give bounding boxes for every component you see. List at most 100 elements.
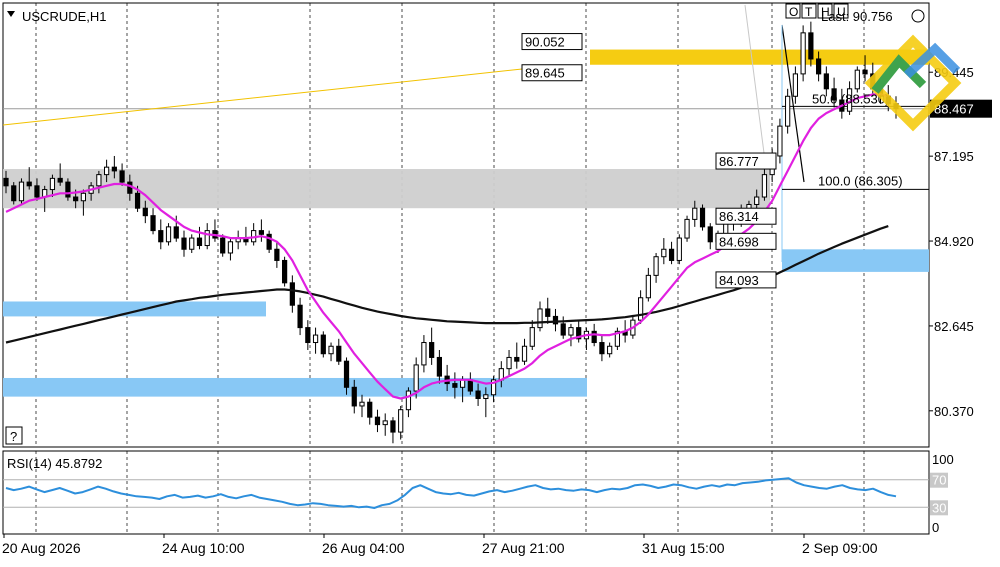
candle-body — [297, 304, 303, 329]
candle-body — [196, 237, 203, 247]
candle-body — [800, 32, 806, 75]
candle-body — [165, 226, 172, 243]
candle-body — [367, 401, 373, 418]
candle-body — [777, 125, 783, 157]
diamond-logo-icon — [864, 34, 962, 132]
candle-body — [134, 192, 141, 209]
candle-body — [436, 356, 443, 377]
candle-body — [545, 308, 551, 317]
current-price-label: 88.467 — [934, 102, 974, 117]
candle-body — [514, 356, 520, 362]
current-price-tag — [930, 99, 992, 118]
zone-labels: 90.052 89.645 86.777 86.314 84.698 84.093 — [521, 33, 777, 289]
zone-gray-1[interactable] — [3, 169, 770, 209]
candle-body — [792, 73, 799, 97]
rsi-line[interactable] — [5, 477, 897, 509]
price-tick-label: 82.645 — [934, 319, 974, 334]
rsi-indicator: RSI(14) 45.8792 100 70 30 0 — [3, 452, 954, 535]
rsi-level-tag — [930, 500, 948, 516]
candle-body — [305, 327, 311, 344]
candle-body — [65, 181, 71, 198]
last-price-icon[interactable] — [911, 9, 925, 23]
help-button[interactable] — [5, 426, 23, 445]
trend-line[interactable] — [2, 68, 523, 126]
candle-body — [374, 416, 381, 426]
candle-body — [119, 170, 125, 183]
rsi-label: RSI(14) 45.8792 — [7, 456, 102, 471]
zone-blue-2[interactable] — [782, 249, 929, 272]
candle-body — [73, 196, 79, 202]
candle-body — [785, 95, 791, 127]
candle-body — [490, 379, 497, 396]
candle-body — [49, 177, 56, 191]
candle-body — [862, 69, 868, 75]
zone-blue-3[interactable] — [3, 301, 266, 317]
zone-label-box — [521, 33, 583, 51]
candle-body — [475, 390, 481, 399]
rsi-tick-label: 70 — [932, 473, 946, 488]
candle-body — [390, 420, 396, 433]
price-tick-label: 80.370 — [934, 404, 974, 419]
time-tick-label: 20 Aug 2026 — [2, 540, 81, 556]
candle-body — [359, 401, 365, 407]
candle-body — [692, 207, 698, 220]
candle-body — [281, 259, 288, 284]
zone-blue-4[interactable] — [3, 377, 587, 397]
candle-body — [11, 185, 17, 202]
zone-label-box — [521, 64, 583, 82]
candle-body — [173, 226, 179, 239]
trend-line-layer — [2, 68, 523, 126]
candle-body — [26, 181, 32, 187]
rsi-level-tag — [930, 472, 948, 488]
rsi-tick-label: 100 — [932, 452, 954, 467]
toolbar-button-label: U — [837, 5, 846, 19]
candle-body — [754, 196, 760, 205]
candle-body — [761, 174, 768, 198]
candle-body — [591, 330, 597, 344]
candle-body — [142, 207, 148, 217]
candle-body — [459, 379, 466, 388]
rsi-tick-label: 0 — [932, 520, 939, 535]
candle-body — [645, 274, 651, 299]
candle-body — [483, 394, 489, 399]
candle-body — [668, 248, 675, 261]
candle-body — [204, 230, 210, 247]
zone-price-label: 86.777 — [719, 154, 759, 169]
candle-body — [452, 383, 458, 388]
candle-body — [382, 420, 388, 426]
candle-body — [57, 177, 63, 183]
toolbar-button[interactable] — [785, 3, 801, 19]
toolbar-button[interactable] — [817, 3, 833, 19]
candle-body — [274, 248, 280, 261]
toolbar-button[interactable] — [801, 3, 817, 19]
candle-body — [328, 345, 334, 355]
symbol-dropdown-icon[interactable] — [7, 11, 15, 17]
candle-body — [336, 345, 342, 362]
candle-body — [607, 345, 613, 355]
candle-body — [289, 282, 295, 306]
symbol-label[interactable]: USCRUDE,H1 — [22, 9, 107, 24]
time-tick-label: 31 Aug 15:00 — [642, 540, 725, 556]
toolbar-button[interactable] — [833, 3, 849, 19]
candle-body — [343, 360, 350, 388]
time-tick-label: 26 Aug 04:00 — [322, 540, 405, 556]
candle-body — [537, 308, 543, 329]
candle-body — [854, 69, 860, 90]
price-tick-label: 84.920 — [934, 234, 974, 249]
candle-body — [80, 192, 87, 202]
candle-body — [676, 237, 682, 261]
fib-anchor-line-1[interactable] — [781, 24, 805, 183]
candle-body — [158, 230, 164, 243]
zone-label-box — [715, 152, 777, 170]
help-button-label: ? — [10, 429, 17, 444]
zone-price-label: 84.698 — [719, 234, 759, 249]
zone-label-box — [715, 232, 777, 250]
candle-body — [3, 177, 9, 187]
zone-yellow-0[interactable] — [590, 49, 929, 65]
rsi-tick-label: 30 — [932, 500, 946, 515]
candle-body — [808, 32, 814, 60]
fib-level-label: 100.0 (86.305) — [818, 173, 903, 188]
candle-body — [576, 327, 582, 340]
